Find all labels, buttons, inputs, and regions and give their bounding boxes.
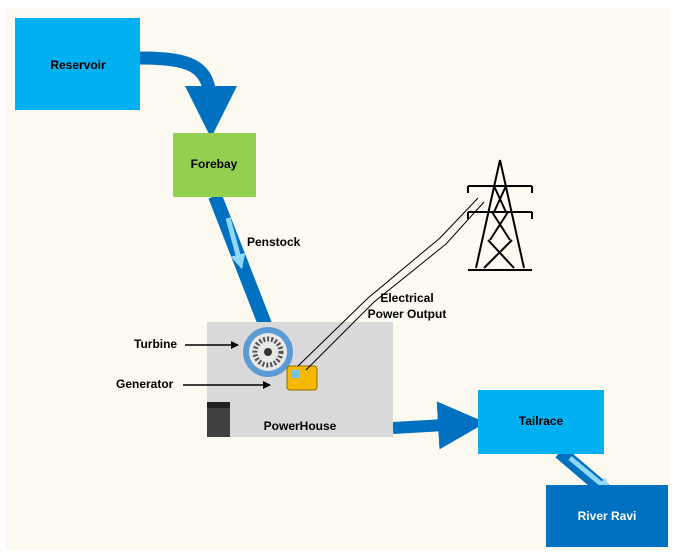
output-label: Electrical [380,291,433,305]
tank-icon [207,404,230,437]
penstock-label: Penstock [247,235,301,249]
tank-top [207,402,230,408]
generator-label: Generator [116,377,174,391]
node-label: PowerHouse [264,419,337,433]
node-label: Reservoir [50,58,106,72]
node-label: River Ravi [578,509,637,523]
flow-powerhouse-tailrace [393,424,462,428]
node-label: Tailrace [519,414,564,428]
turbine-label: Turbine [134,337,177,351]
node-label: Forebay [191,157,238,171]
turbine-hub [264,348,272,356]
generator-panel [291,370,299,378]
diagram: Reservoir Forebay PowerHouse Tailrace Ri… [0,0,675,554]
output-label: Power Output [368,307,447,321]
